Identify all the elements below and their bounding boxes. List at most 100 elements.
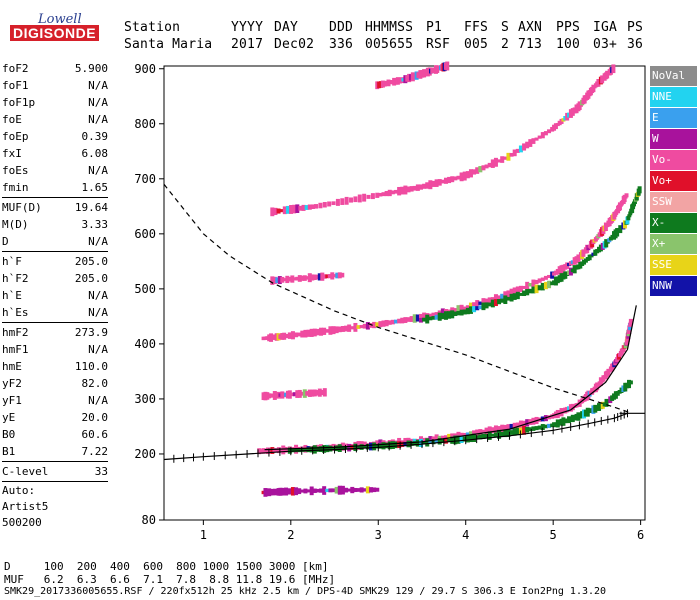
echo-point (272, 448, 277, 453)
echo-point (475, 300, 480, 309)
param-row: foEp 0.39 (2, 128, 108, 145)
echo-point (320, 272, 325, 281)
echo-point (287, 277, 292, 282)
echo-point (528, 139, 533, 147)
echo-point (330, 272, 335, 280)
param-row: fxI 6.08 (2, 145, 108, 162)
echo-point (375, 444, 380, 449)
param-value: N/A (88, 96, 108, 109)
echo-point (522, 420, 527, 427)
echo-point (297, 389, 302, 398)
header-value: 005 (464, 37, 489, 52)
echo-point (428, 440, 433, 444)
echo-point (626, 215, 631, 221)
echo-point (397, 441, 402, 448)
echo-point (403, 317, 408, 323)
echo-point (497, 159, 502, 163)
param-row: h`F2 205.0 (2, 270, 108, 287)
echo-point (437, 435, 442, 440)
header-value: Santa Maria (124, 37, 213, 52)
echo-point (443, 177, 448, 184)
echo-point (375, 487, 380, 492)
echo-point (500, 156, 505, 163)
echo-point (375, 440, 380, 448)
echo-point (418, 438, 423, 447)
echo-point (304, 205, 309, 210)
echo-point (628, 211, 633, 216)
profile-parameter-group: hmF2 273.9 hmF1 N/A hmE 110.0 yF2 82.0 yF1 N/A yE 2… (2, 324, 108, 460)
echo-point (334, 326, 339, 334)
param-name: foF1p (2, 96, 36, 109)
echo-point (334, 445, 339, 452)
echo-point (412, 441, 417, 446)
param-name: B0 (2, 428, 16, 441)
param-name: foEp (2, 130, 29, 143)
echo-point (297, 275, 302, 282)
echo-point (515, 148, 520, 153)
echo-point (325, 445, 330, 453)
echo-point (493, 432, 498, 438)
echo-point (384, 442, 389, 449)
echo-point (259, 449, 264, 453)
echo-point (428, 180, 433, 190)
echo-point (428, 313, 433, 318)
echo-point (317, 388, 322, 397)
echo-point (272, 276, 277, 285)
echo-point (322, 327, 327, 335)
echo-point (331, 488, 336, 493)
param-row: yF1 N/A (2, 392, 108, 409)
echo-point (431, 180, 436, 187)
legend-item: Vo+ (650, 171, 697, 191)
echo-point (515, 286, 520, 295)
echo-point (465, 434, 470, 443)
echo-point (515, 427, 520, 436)
x-tick-label: 1 (200, 528, 207, 542)
echo-point (365, 486, 370, 494)
echo-point (497, 426, 502, 433)
echo-point (459, 172, 464, 182)
echo-point (522, 285, 527, 290)
echo-point (422, 317, 427, 322)
echo-point (325, 488, 330, 493)
echo-point (301, 204, 306, 211)
echo-point (428, 436, 433, 442)
echo-point (282, 206, 287, 215)
echo-point (487, 297, 492, 304)
param-name: h`F2 (2, 272, 29, 285)
echo-point (306, 489, 311, 493)
echo-point (328, 326, 333, 335)
echo-point (475, 435, 480, 440)
echo-point (459, 435, 464, 443)
echo-point (283, 446, 288, 453)
param-value: N/A (88, 235, 108, 248)
echo-point (305, 391, 310, 396)
echo-point (340, 272, 345, 278)
param-row: B1 7.22 (2, 443, 108, 460)
distance-row: D 100 200 400 600 800 1000 1500 3000 [km… (4, 560, 329, 573)
echo-point (487, 426, 492, 435)
legend-item: W (650, 129, 697, 149)
param-value: 20.0 (81, 411, 109, 424)
echo-point (531, 426, 536, 431)
echo-point (353, 487, 358, 493)
param-name: h`E (2, 289, 22, 302)
echo-point (397, 318, 402, 324)
echo-point (465, 432, 470, 436)
echo-point (503, 156, 508, 160)
header-label: YYYY (231, 20, 264, 35)
echo-point (628, 380, 633, 385)
echo-point (280, 276, 285, 283)
param-name: h`Es (2, 306, 29, 319)
echo-point (490, 159, 495, 168)
echo-point (428, 316, 433, 321)
echo-point (456, 305, 461, 314)
echo-point (406, 317, 411, 322)
muf-row: MUF 6.2 6.3 6.6 7.1 7.8 8.8 11.8 19.6 [M… (4, 573, 336, 586)
legend-item: E (650, 108, 697, 128)
echo-point (450, 176, 455, 183)
echo-point (540, 132, 545, 139)
param-value: 110.0 (74, 360, 108, 373)
echo-point (353, 322, 358, 332)
echo-point (431, 312, 436, 317)
echo-point (625, 216, 630, 225)
